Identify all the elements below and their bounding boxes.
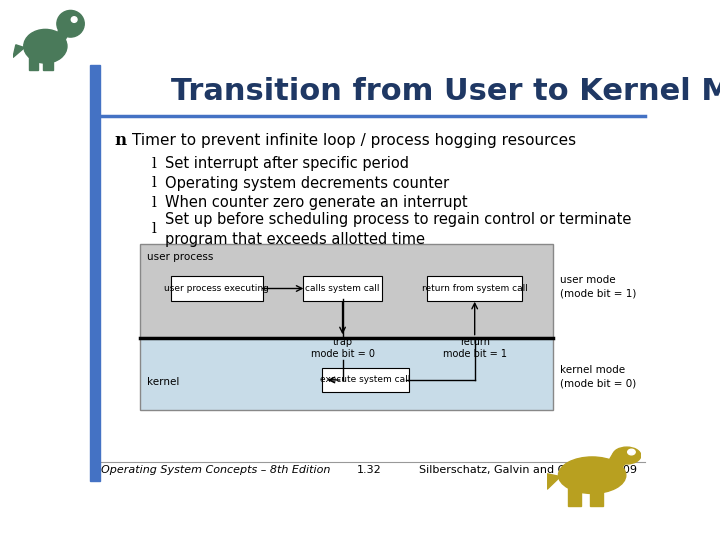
Polygon shape (606, 454, 626, 474)
Circle shape (57, 10, 84, 37)
Text: Transition from User to Kernel Mode: Transition from User to Kernel Mode (171, 77, 720, 106)
Text: Silberschatz, Galvin and Gagne ©2009: Silberschatz, Galvin and Gagne ©2009 (419, 465, 637, 475)
Text: return
mode bit = 1: return mode bit = 1 (443, 337, 507, 359)
Text: Operating System Concepts – 8th Edition: Operating System Concepts – 8th Edition (101, 465, 330, 475)
Text: n: n (114, 132, 127, 149)
Polygon shape (56, 25, 71, 40)
Text: kernel mode
(mode bit = 0): kernel mode (mode bit = 0) (560, 365, 636, 388)
FancyBboxPatch shape (322, 368, 408, 393)
Text: When counter zero generate an interrupt: When counter zero generate an interrupt (166, 195, 468, 211)
Text: execute system call: execute system call (320, 375, 410, 384)
Text: Set up before scheduling process to regain control or terminate
program that exc: Set up before scheduling process to rega… (166, 212, 631, 247)
Bar (568, 488, 581, 506)
Text: Operating system decrements counter: Operating system decrements counter (166, 176, 449, 191)
FancyBboxPatch shape (427, 276, 522, 301)
Text: l: l (152, 196, 157, 210)
Text: calls system call: calls system call (305, 284, 380, 293)
FancyBboxPatch shape (304, 276, 382, 301)
Text: l: l (152, 157, 157, 171)
Text: kernel: kernel (147, 376, 179, 387)
Text: trap
mode bit = 0: trap mode bit = 0 (310, 337, 374, 359)
Polygon shape (13, 45, 24, 57)
Text: user process: user process (147, 252, 213, 262)
Text: 1.32: 1.32 (356, 465, 382, 475)
Ellipse shape (559, 457, 626, 494)
Ellipse shape (613, 447, 641, 464)
Text: l: l (152, 176, 157, 190)
Text: Timer to prevent infinite loop / process hogging resources: Timer to prevent infinite loop / process… (132, 133, 576, 148)
Text: return from system call: return from system call (422, 284, 528, 293)
Text: Set interrupt after specific period: Set interrupt after specific period (166, 156, 410, 171)
Circle shape (628, 449, 635, 455)
FancyBboxPatch shape (171, 276, 263, 301)
Ellipse shape (24, 29, 67, 63)
Bar (90, 65, 100, 481)
Text: l: l (152, 222, 157, 237)
FancyBboxPatch shape (140, 244, 553, 338)
Text: user mode
(mode bit = 1): user mode (mode bit = 1) (560, 275, 636, 299)
Circle shape (71, 17, 77, 22)
FancyBboxPatch shape (140, 338, 553, 410)
Bar (29, 55, 38, 70)
Text: user process executing: user process executing (164, 284, 269, 293)
Bar (590, 488, 603, 506)
Bar (43, 55, 53, 70)
Polygon shape (547, 474, 560, 489)
